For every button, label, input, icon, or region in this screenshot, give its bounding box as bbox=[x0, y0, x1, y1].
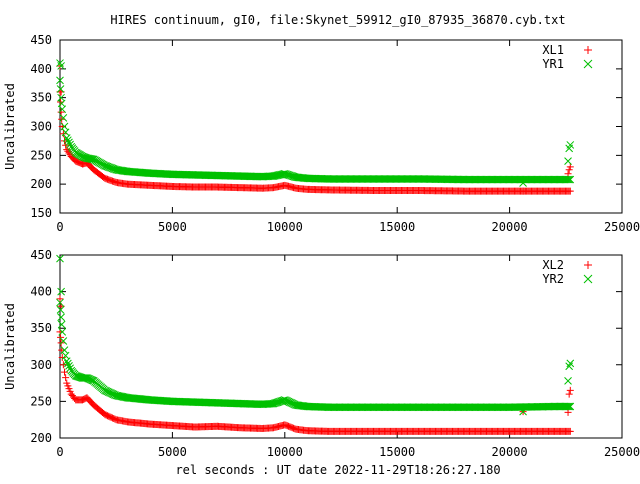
y-tick-label-1: 350 bbox=[30, 91, 52, 105]
plot-frame-2 bbox=[59, 254, 623, 439]
legend-label-XL2: XL2 bbox=[542, 258, 564, 272]
y-tick-label-1: 450 bbox=[30, 33, 52, 47]
y-tick-label-2: 300 bbox=[30, 358, 52, 372]
outlier-point-XL1 bbox=[566, 163, 574, 171]
x-tick-label-2: 0 bbox=[56, 445, 63, 459]
data-point-YR1 bbox=[59, 113, 68, 122]
outlier-point-YR1 bbox=[519, 179, 527, 187]
x-axis-label: rel seconds : UT date 2022-11-29T18:26:2… bbox=[175, 463, 500, 477]
data-point-YR2 bbox=[66, 364, 74, 373]
legend-label-YR2: YR2 bbox=[542, 272, 564, 286]
y-tick-label-2: 250 bbox=[30, 394, 52, 408]
x-tick-label-2: 10000 bbox=[267, 445, 303, 459]
data-point-XL1 bbox=[566, 187, 574, 195]
outlier-point-XL2 bbox=[566, 386, 574, 394]
series-YR1 bbox=[56, 59, 575, 187]
legend-marker-XL1 bbox=[584, 46, 592, 54]
data-point-YR2 bbox=[57, 313, 65, 322]
data-point-XL2 bbox=[59, 361, 67, 369]
x-tick-label-1: 0 bbox=[56, 220, 63, 234]
data-point-YR1 bbox=[64, 136, 72, 145]
y-tick-label-1: 250 bbox=[30, 148, 52, 162]
outlier-point-XL2 bbox=[565, 390, 573, 398]
data-point-YR2 bbox=[80, 374, 89, 382]
y-tick-label-2: 350 bbox=[30, 321, 52, 335]
data-point-YR1 bbox=[56, 76, 64, 85]
y-tick-label-2: 400 bbox=[30, 285, 52, 299]
data-point-YR1 bbox=[86, 154, 95, 163]
data-point-YR2 bbox=[65, 362, 73, 370]
y-axis-label-2: Uncalibrated bbox=[3, 303, 17, 390]
x-tick-label-2: 5000 bbox=[158, 445, 187, 459]
data-point-YR1 bbox=[566, 175, 575, 184]
x-tick-label-1: 5000 bbox=[158, 220, 187, 234]
x-tick-label-1: 20000 bbox=[492, 220, 528, 234]
outlier-point-XL1 bbox=[565, 166, 573, 174]
data-point-YR2 bbox=[562, 402, 571, 411]
data-point-YR1 bbox=[562, 175, 571, 184]
data-point-YR2 bbox=[64, 359, 72, 368]
x-tick-label-1: 10000 bbox=[267, 220, 303, 234]
legend-marker-XL2 bbox=[584, 261, 592, 269]
outlier-point-YR2 bbox=[57, 287, 65, 296]
data-point-YR1 bbox=[56, 85, 65, 93]
y-tick-label-1: 300 bbox=[30, 120, 52, 134]
data-point-YR2 bbox=[566, 402, 575, 411]
series-XL2 bbox=[56, 295, 574, 435]
y-tick-label-1: 150 bbox=[30, 206, 52, 220]
chart-title: HIRES continuum, gI0, file:Skynet_59912_… bbox=[110, 13, 565, 27]
y-tick-label-2: 450 bbox=[30, 248, 52, 262]
outlier-point-YR2 bbox=[566, 359, 575, 368]
y-axis-label-1: Uncalibrated bbox=[3, 83, 17, 170]
y-tick-label-1: 200 bbox=[30, 177, 52, 191]
outlier-point-YR1 bbox=[564, 157, 572, 165]
series-YR2 bbox=[56, 254, 575, 416]
series-XL1 bbox=[56, 62, 574, 195]
data-point-YR1 bbox=[565, 175, 573, 184]
outlier-point-YR1 bbox=[57, 62, 65, 70]
legend-label-YR1: YR1 bbox=[542, 57, 564, 71]
y-tick-label-1: 400 bbox=[30, 62, 52, 76]
data-point-YR2 bbox=[59, 337, 68, 345]
legend-marker-YR2 bbox=[583, 274, 593, 284]
x-tick-label-1: 25000 bbox=[604, 220, 640, 234]
data-point-YR1 bbox=[65, 138, 73, 147]
data-point-XL2 bbox=[60, 368, 68, 376]
data-point-XL2 bbox=[566, 427, 574, 435]
data-point-YR1 bbox=[62, 134, 71, 142]
data-point-YR2 bbox=[57, 320, 66, 329]
outlier-point-XL2 bbox=[564, 408, 572, 416]
chart-panel-1: 150 200 250 300 350 400 450 0 5000 10000 15000 2000… bbox=[3, 33, 640, 234]
x-tick-label-1: 15000 bbox=[379, 220, 415, 234]
x-tick-label-2: 25000 bbox=[604, 445, 640, 459]
data-point-YR1 bbox=[58, 105, 67, 114]
data-point-YR1 bbox=[66, 140, 74, 149]
data-point-XL2 bbox=[57, 333, 65, 341]
outlier-point-YR2 bbox=[519, 407, 527, 416]
data-point-YR2 bbox=[56, 306, 65, 314]
outlier-point-XL2 bbox=[56, 295, 64, 303]
data-point-XL2 bbox=[58, 353, 66, 361]
data-point-YR2 bbox=[62, 357, 71, 365]
data-point-YR1 bbox=[564, 175, 572, 184]
data-point-YR2 bbox=[56, 298, 64, 307]
chart-panel-2: 200 250 300 350 400 450 0 5000 10000 15000 20000 25… bbox=[3, 248, 640, 459]
outlier-point-YR2 bbox=[564, 377, 572, 385]
outlier-point-YR1 bbox=[566, 141, 575, 149]
legend-label-XL1: XL1 bbox=[542, 43, 564, 57]
data-point-YR2 bbox=[58, 328, 67, 336]
data-point-YR2 bbox=[564, 402, 572, 411]
x-tick-label-2: 20000 bbox=[492, 445, 528, 459]
data-point-XL2 bbox=[62, 374, 70, 382]
outlier-point-XL1 bbox=[564, 170, 572, 178]
x-tick-label-2: 15000 bbox=[379, 445, 415, 459]
data-point-YR2 bbox=[565, 402, 573, 411]
y-tick-label-2: 200 bbox=[30, 431, 52, 445]
legend-marker-YR1 bbox=[583, 59, 593, 69]
outlier-point-XL1 bbox=[519, 187, 527, 195]
outlier-point-YR2 bbox=[56, 254, 64, 263]
data-point-XL1 bbox=[59, 130, 67, 138]
